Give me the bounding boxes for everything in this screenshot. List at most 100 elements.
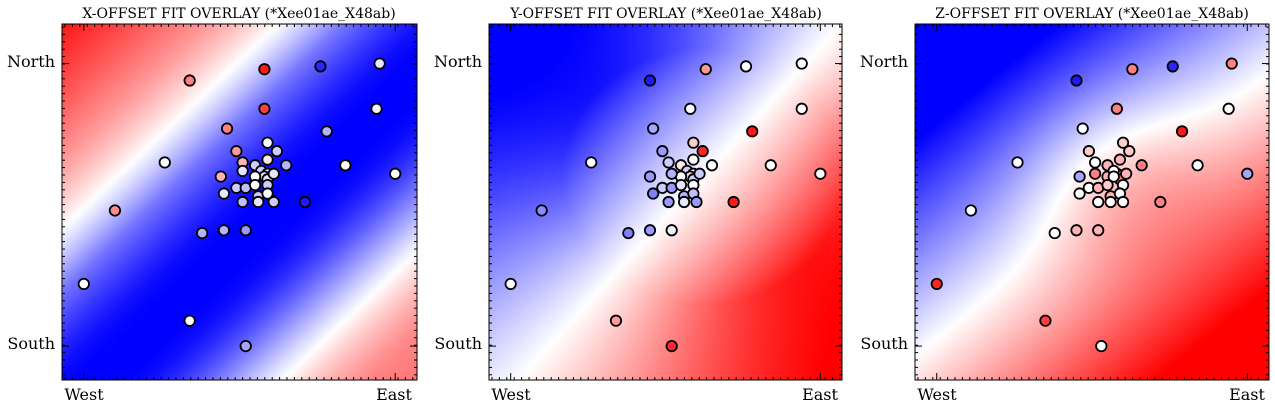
plot-frame: [914, 23, 1270, 381]
data-point: [183, 314, 196, 327]
heatmap-surface: [915, 24, 1269, 380]
x-tick-label-west: West: [491, 385, 531, 404]
data-point: [1073, 187, 1086, 200]
data-point: [248, 178, 262, 192]
data-point: [665, 167, 678, 180]
data-point: [1011, 156, 1024, 169]
y-tick-label-north: North: [860, 52, 908, 71]
data-point: [795, 102, 808, 115]
data-point: [647, 187, 660, 200]
data-point: [1191, 159, 1204, 172]
data-point: [656, 145, 669, 158]
data-point: [1116, 195, 1130, 209]
y-tick-label-south: South: [434, 334, 482, 353]
data-point: [298, 195, 311, 209]
data-point: [261, 187, 274, 200]
data-point: [677, 195, 691, 209]
data-point: [1113, 153, 1127, 166]
data-point: [622, 226, 635, 240]
data-point: [1070, 74, 1083, 87]
chart-title: Z-OFFSET FIT OVERLAY (*Xee01ae_X48ab): [935, 6, 1249, 22]
data-point: [535, 204, 548, 217]
data-point: [693, 167, 706, 180]
plot-frame: [61, 23, 418, 381]
x-tick-label-west: West: [917, 385, 957, 404]
data-point: [1092, 195, 1105, 209]
y-tick-label-south: South: [7, 334, 55, 353]
chart-title: Y-OFFSET FIT OVERLAY (*Xee01ae_X48ab): [509, 6, 822, 22]
data-point: [217, 187, 231, 200]
data-point: [1095, 339, 1108, 353]
data-point: [643, 170, 657, 183]
data-point: [1120, 167, 1133, 180]
data-point: [727, 195, 740, 209]
data-point: [1092, 224, 1105, 237]
data-point: [687, 136, 700, 149]
data-point: [665, 224, 678, 237]
data-point: [239, 339, 252, 353]
data-point: [643, 74, 657, 87]
data-point: [705, 159, 719, 172]
data-point: [739, 60, 753, 73]
x-tick-label-east: East: [376, 385, 412, 404]
data-point: [643, 224, 657, 237]
x-tick-label-west: West: [64, 385, 104, 404]
data-point: [665, 339, 678, 353]
data-point: [314, 60, 327, 73]
data-point: [684, 102, 697, 115]
data-points: [930, 57, 1254, 353]
data-point: [196, 226, 209, 240]
data-point: [1089, 167, 1102, 180]
data-point: [1135, 159, 1148, 172]
data-point: [214, 170, 227, 183]
data-point: [267, 167, 280, 180]
data-point: [1048, 226, 1061, 240]
y-tick-label-north: North: [7, 52, 55, 71]
data-point: [1073, 170, 1086, 183]
data-point: [609, 314, 623, 327]
data-point: [930, 277, 943, 291]
data-points: [504, 57, 827, 353]
data-point: [261, 136, 274, 149]
data-point: [647, 122, 660, 135]
data-point: [746, 125, 759, 138]
data-point: [217, 224, 231, 237]
data-point: [108, 204, 122, 217]
data-point: [764, 159, 777, 172]
data-point: [1222, 102, 1235, 115]
data-point: [77, 277, 90, 291]
data-point: [699, 63, 712, 76]
y-tick-label-south: South: [860, 334, 908, 353]
data-point: [280, 159, 293, 172]
data-point: [1126, 63, 1139, 76]
data-point: [1154, 195, 1167, 209]
data-point: [674, 178, 688, 192]
data-point: [158, 156, 171, 169]
z-offset-panel: Z-OFFSET FIT OVERLAY (*Xee01ae_X48ab) No…: [860, 6, 1270, 404]
chart-title: X-OFFSET FIT OVERLAY (*Xee01ae_X48ab): [82, 6, 395, 22]
data-point: [795, 57, 808, 70]
data-point: [814, 167, 827, 180]
data-point: [1166, 60, 1179, 73]
data-point: [1110, 102, 1123, 115]
data-point: [252, 195, 265, 209]
data-point: [1225, 57, 1238, 70]
data-point: [1076, 122, 1089, 135]
data-point: [1089, 156, 1102, 169]
y-offset-panel: Y-OFFSET FIT OVERLAY (*Xee01ae_X48ab) No…: [434, 6, 843, 404]
data-point: [1070, 224, 1083, 237]
data-point: [339, 159, 352, 172]
data-point: [504, 277, 517, 291]
x-tick-label-east: East: [802, 385, 838, 404]
data-point: [239, 224, 252, 237]
data-point: [320, 125, 333, 138]
data-point: [258, 102, 271, 115]
data-point: [258, 63, 271, 76]
data-point: [1241, 167, 1254, 180]
data-point: [261, 153, 274, 166]
data-point: [1123, 145, 1136, 158]
data-point: [183, 74, 196, 87]
data-point: [267, 195, 280, 209]
data-point: [687, 153, 700, 166]
